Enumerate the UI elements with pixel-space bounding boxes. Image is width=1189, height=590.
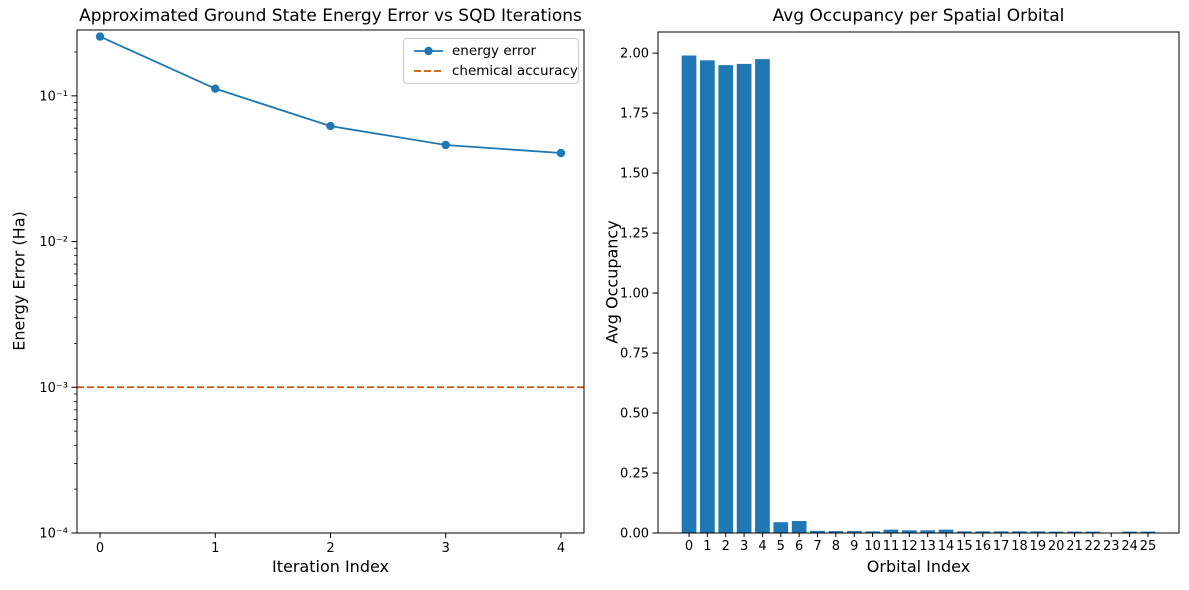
x-tick-label: 6: [795, 539, 803, 554]
x-tick-label: 3: [442, 541, 450, 556]
x-tick-label: 7: [813, 539, 821, 554]
y-tick-label: 1.75: [620, 107, 649, 122]
occupancy-bar: [1030, 531, 1046, 533]
x-tick-label: 21: [1066, 539, 1083, 554]
energy-error-marker: [95, 32, 105, 41]
occupancy-bar: [938, 529, 954, 533]
occupancy-bar: [846, 531, 862, 533]
right-axes-frame: [657, 31, 1180, 534]
x-tick-label: 14: [938, 539, 955, 554]
energy-error-marker: [326, 121, 335, 131]
y-tick-label: 10⁻¹: [39, 89, 68, 104]
legend: energy error chemical accuracy: [403, 38, 579, 84]
occupancy-bar: [791, 521, 807, 533]
occupancy-bar: [883, 529, 899, 533]
x-tick-label: 25: [1140, 539, 1157, 554]
occupancy-bar: [718, 65, 734, 534]
left-x-axis-label: Iteration Index: [272, 557, 389, 576]
x-tick-label: 2: [326, 541, 334, 556]
energy-error-marker: [211, 84, 220, 93]
x-tick-label: 9: [850, 539, 858, 554]
occupancy-bar: [920, 530, 936, 533]
occupancy-bar: [1067, 531, 1082, 533]
occupancy-bar: [681, 55, 697, 533]
energy-error-line-sample-icon: [414, 46, 443, 56]
occupancy-bar: [1140, 531, 1156, 533]
energy-error-marker: [441, 140, 450, 150]
legend-entry-energy-error: energy error: [413, 41, 572, 61]
x-tick-label: 4: [557, 541, 565, 556]
occupancy-bar: [828, 531, 844, 533]
legend-entry-chemical-accuracy: chemical accuracy: [413, 61, 578, 81]
x-tick-label: 0: [96, 541, 104, 556]
occupancy-bar: [1012, 531, 1027, 533]
x-tick-label: 11: [883, 539, 900, 554]
x-tick-label: 12: [901, 539, 918, 554]
x-tick-label: 18: [1011, 539, 1028, 554]
occupancy-bar: [975, 531, 991, 533]
occupancy-bar: [1085, 531, 1101, 533]
x-tick-label: 23: [1103, 539, 1120, 554]
x-tick-label: 10: [864, 539, 881, 554]
x-tick-label: 5: [777, 539, 785, 554]
occupancy-bar: [773, 522, 789, 533]
x-tick-label: 22: [1085, 539, 1102, 554]
occupancy-bar: [993, 531, 1009, 533]
x-tick-label: 1: [703, 539, 711, 554]
y-tick-label: 1.25: [620, 227, 649, 242]
y-tick-label: 0.50: [620, 407, 649, 422]
left-axes-frame: [76, 29, 585, 534]
left-chart-title: Approximated Ground State Energy Error v…: [79, 6, 582, 26]
y-tick-label: 2.00: [620, 47, 649, 62]
legend-label-chemical-accuracy: chemical accuracy: [452, 63, 578, 79]
y-tick-label: 1.00: [620, 287, 649, 302]
occupancy-bar: [755, 59, 770, 534]
x-tick-label: 4: [758, 539, 766, 554]
x-tick-label: 15: [956, 539, 973, 554]
legend-label-energy-error: energy error: [452, 43, 537, 59]
right-x-axis-label: Orbital Index: [866, 557, 971, 576]
x-tick-label: 1: [211, 541, 219, 556]
x-tick-label: 0: [685, 539, 693, 554]
x-tick-label: 20: [1048, 539, 1065, 554]
occupancy-bar: [1048, 531, 1064, 533]
chemical-accuracy-line-sample-icon: [414, 70, 443, 72]
occupancy-bar: [901, 530, 917, 533]
y-tick-label: 10⁻⁴: [39, 527, 68, 542]
y-tick-label: 0.00: [620, 527, 649, 542]
occupancy-bar: [957, 531, 972, 533]
energy-error-marker: [556, 148, 566, 158]
x-tick-label: 19: [1030, 539, 1047, 554]
x-tick-label: 3: [740, 539, 748, 554]
y-tick-label: 10⁻³: [39, 381, 68, 396]
y-tick-label: 10⁻²: [39, 235, 68, 250]
y-tick-label: 1.50: [620, 167, 649, 182]
y-tick-label: 0.75: [620, 347, 649, 362]
y-tick-label: 0.25: [620, 467, 649, 482]
occupancy-bar: [810, 530, 825, 533]
x-tick-label: 16: [974, 539, 991, 554]
x-tick-label: 2: [722, 539, 730, 554]
occupancy-bar: [1122, 531, 1137, 533]
occupancy-bar: [700, 60, 715, 533]
occupancy-bar: [736, 63, 752, 534]
x-tick-label: 17: [993, 539, 1010, 554]
x-tick-label: 8: [832, 539, 840, 554]
right-chart-title: Avg Occupancy per Spatial Orbital: [772, 6, 1065, 26]
occupancy-bar: [865, 531, 880, 533]
x-tick-label: 24: [1121, 539, 1138, 554]
x-tick-label: 13: [919, 539, 936, 554]
